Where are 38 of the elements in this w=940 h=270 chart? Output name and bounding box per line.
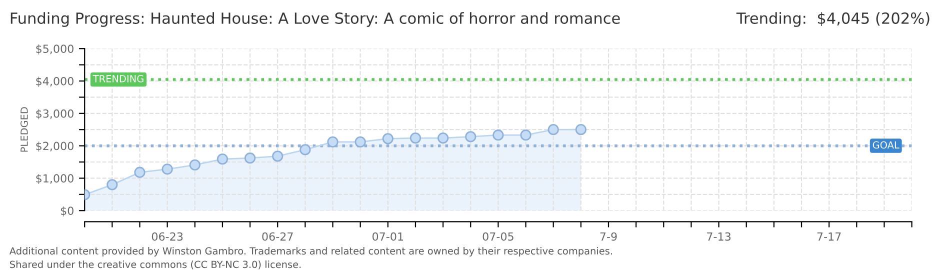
x-tick-label: 07-05 <box>482 232 514 241</box>
point <box>327 136 338 148</box>
point <box>134 166 146 178</box>
x-tick-label: 7-13 <box>707 232 731 241</box>
x-tick-label: 7-17 <box>817 232 841 241</box>
point <box>437 132 449 144</box>
point <box>520 130 532 141</box>
point <box>244 152 256 164</box>
y-tick-label: $5,000 <box>36 44 74 54</box>
x-tick-label: 06-23 <box>152 232 183 241</box>
point <box>465 131 476 142</box>
point <box>354 136 366 148</box>
point <box>216 154 228 165</box>
y-tick-label: $4,000 <box>36 76 74 87</box>
chart-title: Funding Progress: Haunted House: A Love Story: A comic of horror and romance <box>10 12 620 27</box>
point <box>106 179 118 190</box>
point <box>300 144 311 156</box>
point <box>162 164 173 175</box>
point <box>575 124 586 136</box>
point <box>492 130 504 141</box>
text: Shared under the creative commons (CC BY-NC 3.0) license. <box>10 260 301 270</box>
ref-line-label: TRENDING <box>92 75 144 82</box>
point <box>410 132 422 144</box>
ref-line-label: GOAL <box>872 141 900 149</box>
y-tick-label: $1,000 <box>36 174 74 184</box>
point <box>189 159 200 170</box>
y-tick-label: $2,000 <box>36 142 74 152</box>
text: Trending: $4,045 (202%) <box>736 12 930 27</box>
y-tick-label: $0 <box>60 206 74 216</box>
point <box>382 133 394 144</box>
x-tick-label: 07-01 <box>372 232 404 241</box>
x-tick-label: 06-27 <box>262 232 293 241</box>
text: Additional content provided by Winston Gambro. Trademarks and related content are owned by their respective companies. <box>9 247 612 256</box>
point <box>548 124 559 136</box>
y-tick-label: $3,000 <box>36 109 74 120</box>
point <box>272 150 284 162</box>
y-axis-title: PLEDGED <box>20 107 28 152</box>
x-tick-label: 7-9 <box>600 232 617 241</box>
